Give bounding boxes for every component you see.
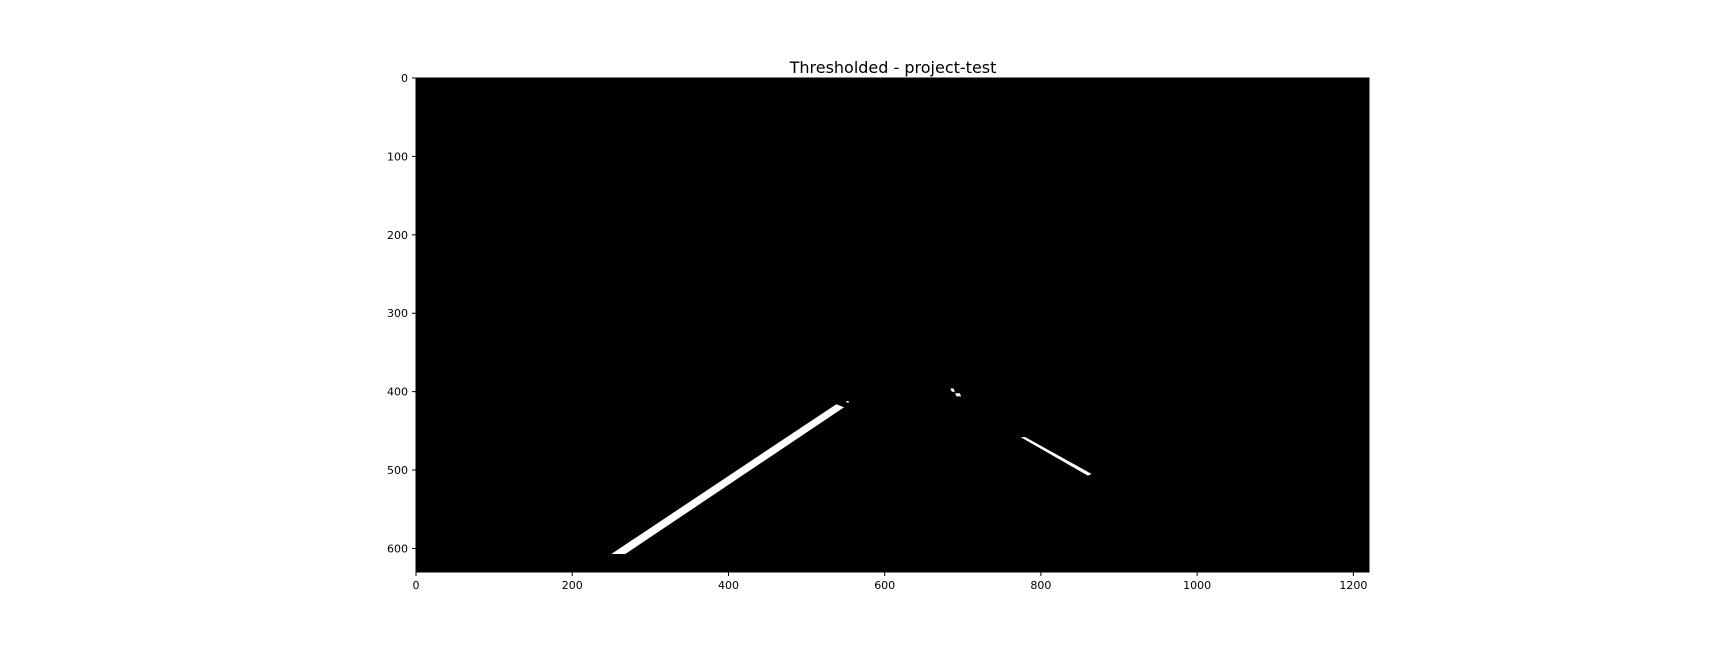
y-tick-label: 200 — [387, 229, 408, 242]
x-tick-label: 0 — [413, 579, 420, 592]
x-tick-label: 600 — [874, 579, 895, 592]
speck-3 — [846, 401, 849, 403]
y-tick-label: 600 — [387, 542, 408, 555]
y-tick-label: 400 — [387, 386, 408, 399]
image-background — [416, 78, 1369, 572]
x-tick-label: 1200 — [1339, 579, 1367, 592]
y-axis: 0 100 200 300 400 500 600 — [387, 72, 416, 555]
left-lane-line — [611, 404, 845, 554]
y-tick-label: 300 — [387, 307, 408, 320]
x-tick-label: 400 — [718, 579, 739, 592]
right-lane-line — [1020, 437, 1092, 476]
y-tick-label: 0 — [401, 72, 408, 85]
chart-title: Thresholded - project-test — [789, 58, 997, 77]
plot-area — [415, 77, 1370, 573]
speck-2 — [955, 393, 962, 397]
y-tick-label: 500 — [387, 464, 408, 477]
y-tick-label: 100 — [387, 150, 408, 163]
x-tick-label: 800 — [1030, 579, 1051, 592]
x-tick-label: 1000 — [1183, 579, 1211, 592]
plot-frame — [415, 77, 1370, 573]
x-axis: 0 200 400 600 800 1000 1200 — [413, 572, 1367, 592]
x-tick-label: 200 — [562, 579, 583, 592]
speck-1 — [950, 388, 955, 392]
